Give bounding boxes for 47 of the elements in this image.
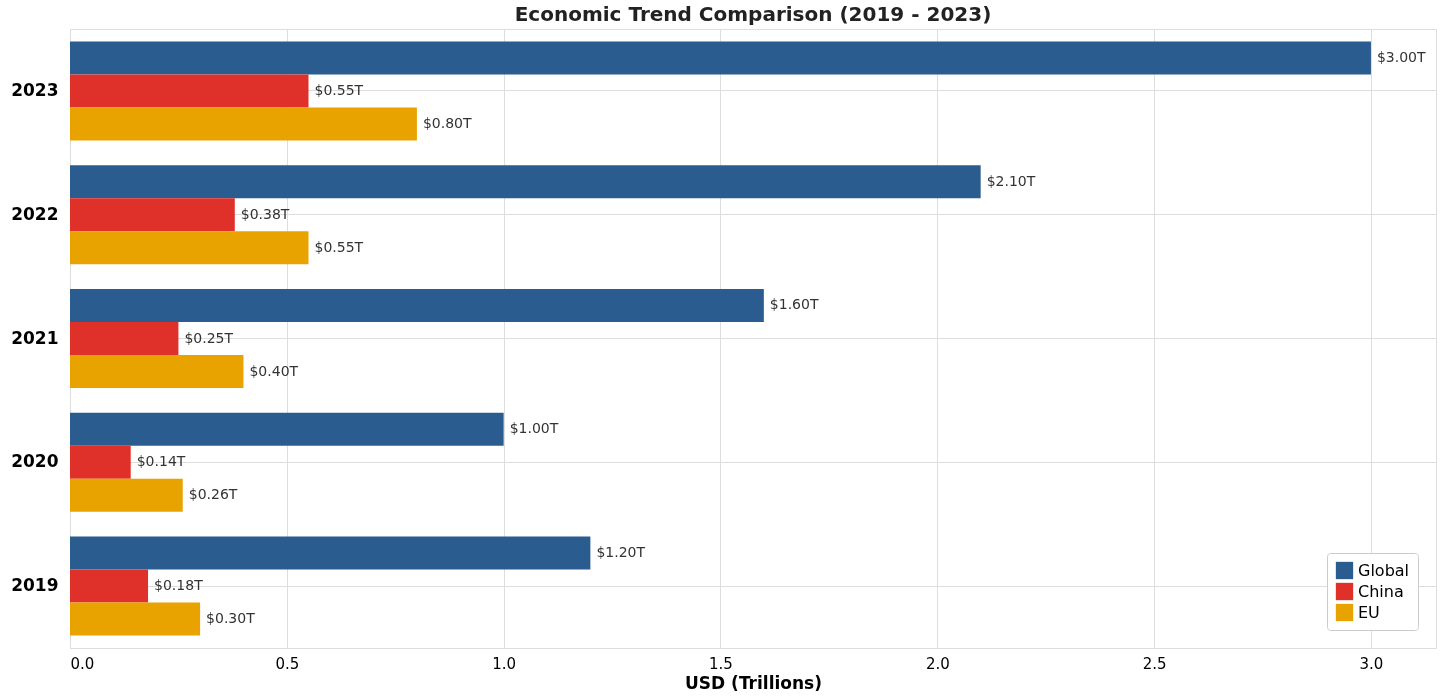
- bar: [70, 602, 201, 636]
- bar: [70, 355, 244, 389]
- y-tick-label: 2019: [11, 575, 59, 596]
- bar: [70, 41, 1371, 75]
- data-label: $0.55T: [314, 81, 364, 98]
- data-label: $1.60T: [769, 296, 819, 313]
- bar: [70, 412, 504, 446]
- x-tick-label: 3.0: [1359, 654, 1384, 673]
- legend-label: Global: [1358, 560, 1410, 580]
- bar: [70, 198, 235, 232]
- bar: [70, 165, 981, 199]
- data-label: $0.25T: [184, 329, 234, 346]
- data-label: $0.40T: [249, 362, 299, 379]
- bar: [70, 445, 131, 479]
- data-label: $0.18T: [154, 577, 204, 594]
- y-tick-label: 2021: [11, 327, 59, 348]
- data-label: $1.20T: [596, 544, 646, 561]
- data-label: $0.14T: [136, 453, 186, 470]
- bar: [70, 231, 309, 265]
- x-tick-label: 2.0: [925, 654, 950, 673]
- data-label: $0.38T: [240, 205, 290, 222]
- y-tick-label: 2020: [11, 451, 59, 472]
- x-tick-label: 0.0: [70, 654, 95, 673]
- data-label: $1.00T: [509, 420, 559, 437]
- data-label: $2.10T: [986, 172, 1036, 189]
- bar: [70, 478, 183, 512]
- bar: [70, 288, 764, 322]
- y-tick-label: 2023: [11, 79, 59, 100]
- chart-title: Economic Trend Comparison (2019 - 2023): [514, 2, 992, 26]
- bar: [70, 321, 179, 356]
- legend-label: China: [1358, 581, 1404, 601]
- data-label: $0.80T: [422, 114, 472, 131]
- bar: [70, 107, 417, 141]
- bar: [70, 74, 309, 108]
- data-label: $3.00T: [1376, 48, 1427, 65]
- bar: [70, 569, 149, 603]
- x-tick-label: 2.5: [1142, 654, 1167, 673]
- x-axis-title: USD (Trillions): [685, 672, 822, 693]
- y-tick-label: 2022: [11, 203, 59, 224]
- data-label: $0.26T: [188, 486, 238, 503]
- bar: [70, 536, 591, 570]
- x-tick-label: 0.5: [275, 654, 300, 673]
- x-tick-label: 1.0: [492, 654, 517, 673]
- legend-label: EU: [1358, 602, 1380, 622]
- x-tick-label: 1.5: [709, 654, 733, 673]
- data-label: $0.55T: [314, 238, 364, 255]
- data-label: $0.30T: [206, 610, 256, 627]
